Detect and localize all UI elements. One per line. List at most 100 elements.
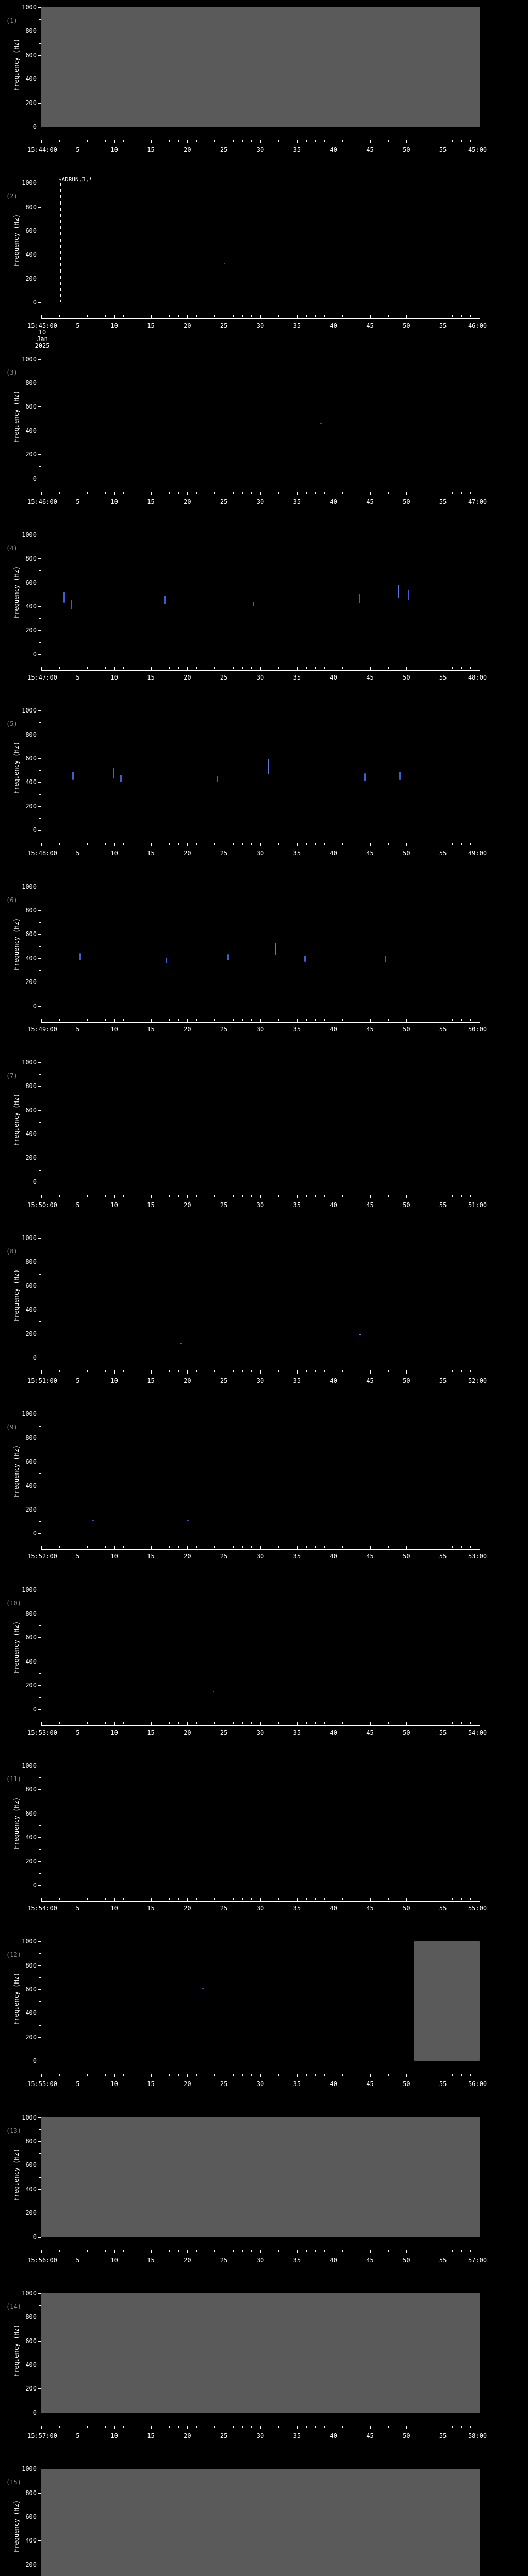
y-axis-label: Frequency (Hz) (13, 38, 20, 91)
x-axis-minor-tick (169, 667, 170, 669)
y-axis-tick (38, 654, 41, 655)
plot-area (41, 534, 480, 654)
x-axis-minor-tick (123, 843, 124, 845)
x-axis-minor-tick (105, 1546, 106, 1549)
y-axis-tick (38, 2189, 41, 2190)
x-axis-minor-tick (379, 2074, 380, 2076)
x-axis-tick-label: 30 (256, 2080, 265, 2088)
x-axis-start-time-label: 15:56:00 (27, 2256, 57, 2264)
x-axis-minor-tick (388, 667, 389, 669)
spectrogram-mark (359, 593, 361, 603)
x-axis-minor-tick (123, 315, 124, 318)
y-axis-minor-tick (39, 1673, 41, 1674)
y-axis-tick-label: 600 (25, 2513, 37, 2520)
y-axis-tick (38, 7, 41, 8)
y-axis-minor-tick (39, 1977, 41, 1978)
y-axis-minor-tick (39, 466, 41, 467)
x-axis-minor-tick (214, 2425, 216, 2428)
x-axis-minor-tick (461, 315, 462, 318)
x-axis-start-time-label: 15:54:00 (27, 1905, 57, 1912)
x-axis-major-tick (296, 140, 298, 143)
y-axis-minor-tick (39, 1274, 41, 1275)
x-axis-minor-tick (59, 1370, 60, 1373)
x-axis-major-tick (406, 667, 407, 671)
y-axis-label: Frequency (Hz) (13, 918, 20, 970)
no-data-region (414, 1941, 480, 2061)
x-axis-minor-tick (59, 491, 60, 494)
x-axis-major-tick (260, 491, 261, 495)
x-axis-minor-tick (169, 2249, 170, 2252)
x-axis-minor-tick (470, 1722, 471, 1724)
x-axis-tick-label: 20 (184, 1905, 191, 1912)
x-axis-minor-tick (315, 2425, 316, 2428)
x-axis-minor-tick (196, 1194, 197, 1197)
y-axis-tick-label: 200 (25, 2209, 37, 2217)
y-axis-tick-label: 0 (32, 123, 37, 130)
x-axis-tick-label: 35 (293, 146, 301, 154)
y-axis-tick (38, 2388, 41, 2389)
x-axis-minor-tick (379, 1370, 380, 1373)
x-axis-minor-tick (169, 140, 170, 142)
y-axis-tick (38, 1789, 41, 1790)
y-axis-tick-label: 1000 (22, 2289, 37, 2297)
x-axis-tick-label: 5 (76, 850, 80, 857)
x-axis-minor-tick (178, 2425, 179, 2428)
x-axis-tick-label: 5 (76, 1553, 80, 1561)
y-axis-tick (38, 1533, 41, 1534)
x-axis-tick-label: 40 (329, 1728, 337, 1736)
x-axis-minor-tick (214, 491, 216, 494)
x-axis-minor-tick (315, 1898, 316, 1900)
y-axis-tick-label: 200 (25, 275, 37, 282)
y-axis-tick (38, 630, 41, 631)
y-axis-minor-tick (39, 1825, 41, 1826)
y-axis-tick-label: 1000 (22, 1938, 37, 1945)
x-axis-minor-tick (342, 2074, 343, 2076)
x-axis-tick-label: 55 (439, 1377, 447, 1385)
x-axis-tick-label: 20 (184, 1201, 191, 1209)
x-axis-minor-tick (178, 1370, 179, 1373)
y-axis-minor-tick (39, 794, 41, 795)
x-axis-major-tick (370, 2425, 371, 2429)
x-axis-start-time-label: 15:48:00 (27, 850, 57, 857)
x-axis-minor-tick (324, 2249, 325, 2252)
x-axis-end-time-label: 58:00 (468, 2432, 487, 2439)
x-axis-minor-tick (379, 2425, 380, 2428)
x-axis-minor-tick (196, 1722, 197, 1724)
x-axis-major-tick (260, 315, 261, 319)
y-axis-minor-tick (39, 922, 41, 923)
x-axis-tick-label: 35 (293, 1201, 301, 1209)
y-axis-minor-tick (39, 1777, 41, 1778)
x-axis-minor-tick (388, 1194, 389, 1197)
x-axis-minor-tick (379, 491, 380, 494)
y-axis-tick-label: 1000 (22, 355, 37, 363)
x-axis-end-time-label: 48:00 (468, 673, 487, 681)
x-axis-minor-tick (123, 1019, 124, 1021)
y-axis-tick-label: 800 (25, 1786, 37, 1793)
x-axis-minor-tick (105, 2074, 106, 2076)
x-axis-tick-label: 25 (220, 1905, 228, 1912)
x-axis-minor-tick (461, 2249, 462, 2252)
x-axis-minor-tick (87, 1019, 88, 1021)
x-axis-minor-tick (233, 140, 234, 142)
spectrogram-mark (384, 956, 386, 962)
x-axis-minor-tick (178, 2249, 179, 2252)
y-axis-tick-label: 1000 (22, 1410, 37, 1418)
y-axis-tick-label: 600 (25, 1809, 37, 1817)
x-axis-tick-label: 25 (220, 322, 228, 330)
x-axis-tick-label: 15 (147, 1905, 155, 1912)
spectrogram-panel: 1000 800 600 400 200 0 Frequency (Hz) (10) 15:53… (0, 1583, 528, 1758)
x-axis-minor-tick (169, 1370, 170, 1373)
x-axis-tick-label: 5 (76, 2256, 80, 2264)
x-axis-minor-tick (123, 491, 124, 494)
x-axis-tick-label: 45 (366, 1377, 374, 1385)
x-axis-minor-tick (342, 843, 343, 845)
y-axis-label: Frequency (Hz) (13, 214, 20, 267)
x-axis-major-tick (370, 1370, 371, 1375)
spectrogram-mark (224, 263, 225, 264)
y-axis-tick-label: 800 (25, 2489, 37, 2497)
y-axis-tick-label: 600 (25, 754, 37, 762)
x-axis-tick-label: 15 (147, 850, 155, 857)
y-axis-tick (38, 1709, 41, 1710)
x-axis-major-tick (114, 140, 115, 143)
x-axis-minor-tick (251, 140, 252, 142)
